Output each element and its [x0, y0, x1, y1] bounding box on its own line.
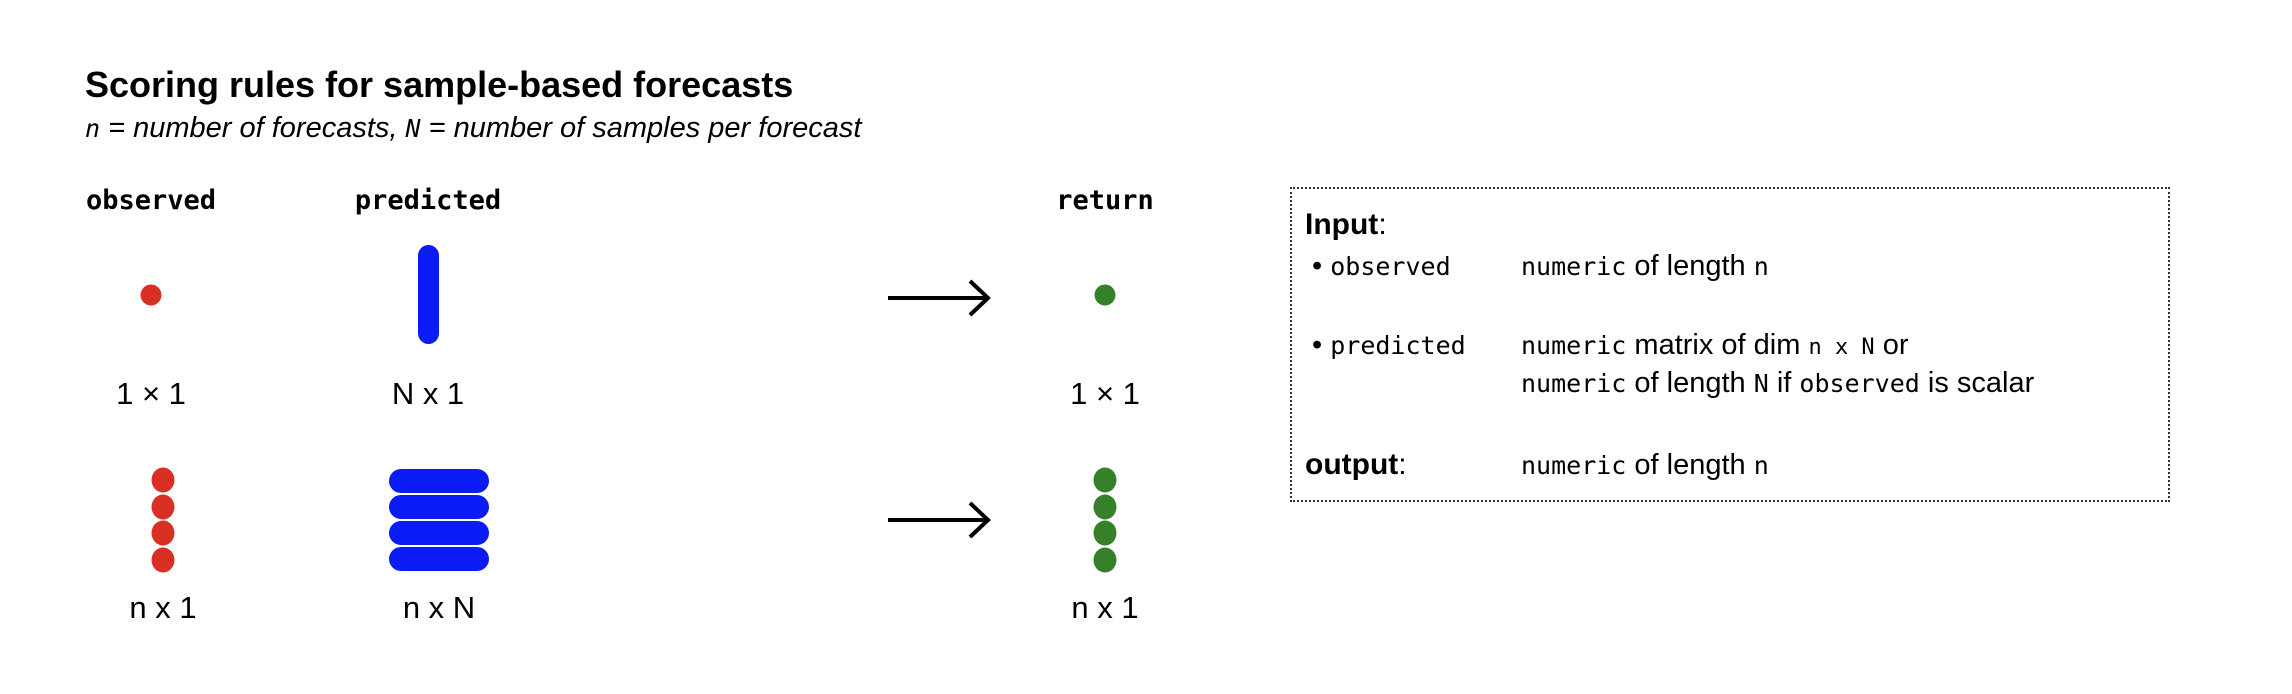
return-dim-label: n x 1: [1071, 590, 1139, 625]
return-dot: [1093, 547, 1117, 573]
predicted-sample-bar: [389, 547, 489, 571]
bullet: •: [1312, 250, 1323, 282]
colon: :: [1398, 448, 1407, 481]
text: or: [1874, 329, 1909, 361]
colon: :: [1378, 208, 1387, 241]
text: if: [1768, 367, 1800, 399]
type: numeric: [1521, 252, 1627, 281]
predicted-desc-line2: numeric of length N if observed is scala…: [1521, 367, 2034, 400]
header-predicted: predicted: [354, 185, 502, 216]
text: of length: [1626, 250, 1754, 282]
var: n: [1753, 252, 1769, 281]
observed-desc: numeric of length n: [1521, 250, 1769, 283]
bullet: •: [1312, 329, 1323, 361]
var: N: [1753, 369, 1769, 398]
header-observed: observed: [85, 185, 217, 216]
text: matrix of dim: [1626, 329, 1809, 361]
type: numeric: [1521, 331, 1627, 360]
subtitle-n-def: = number of forecasts,: [100, 112, 406, 144]
page-title: Scoring rules for sample-based forecasts: [85, 64, 794, 105]
predicted-sample-bar: [389, 469, 489, 493]
right-arrow-icon: [888, 501, 991, 539]
header-return: return: [1056, 185, 1154, 216]
dim: n x N: [1808, 335, 1875, 360]
return-dim-label: 1 × 1: [1070, 376, 1140, 411]
obs: observed: [1799, 369, 1920, 398]
io-description-box: [1290, 187, 2170, 502]
subtitle-N: N: [405, 114, 421, 143]
right-arrow-icon: [888, 279, 991, 317]
input-label: Input: [1305, 208, 1379, 241]
text: is scalar: [1919, 367, 2035, 399]
output-label: output: [1305, 448, 1399, 481]
return-dot: [1093, 520, 1117, 546]
var: n: [1753, 451, 1769, 480]
predicted-sample-bar: [418, 245, 439, 344]
observed-dot: [151, 547, 175, 573]
predicted-arg: • predicted: [1312, 329, 1466, 362]
subtitle-N-def: = number of samples per forecast: [420, 112, 862, 144]
observed-dot: [151, 520, 175, 546]
output-heading: output:: [1305, 448, 1407, 482]
subtitle: n = number of forecasts, N = number of s…: [85, 112, 861, 145]
observed-dot: [151, 494, 175, 520]
observed-dot: [151, 467, 175, 493]
predicted-dim-label: N x 1: [391, 376, 465, 411]
predicted-sample-bar: [389, 521, 489, 545]
arg-name: observed: [1330, 252, 1451, 281]
return-dot: [1093, 467, 1117, 493]
type: numeric: [1521, 369, 1627, 398]
text: of length: [1626, 449, 1754, 481]
type: numeric: [1521, 451, 1627, 480]
observed-dot: [140, 284, 162, 306]
predicted-sample-bar: [389, 495, 489, 519]
observed-dim-label: n x 1: [129, 590, 197, 625]
arg-name: predicted: [1330, 331, 1466, 360]
observed-arg: • observed: [1312, 250, 1451, 283]
return-dot: [1094, 284, 1116, 306]
predicted-desc-line1: numeric matrix of dim n x N or: [1521, 329, 1909, 362]
text: of length: [1626, 367, 1754, 399]
output-desc: numeric of length n: [1521, 449, 1769, 482]
predicted-dim-label: n x N: [402, 590, 476, 625]
subtitle-n: n: [85, 114, 101, 143]
observed-dim-label: 1 × 1: [116, 376, 186, 411]
return-dot: [1093, 494, 1117, 520]
input-heading: Input:: [1305, 208, 1387, 242]
